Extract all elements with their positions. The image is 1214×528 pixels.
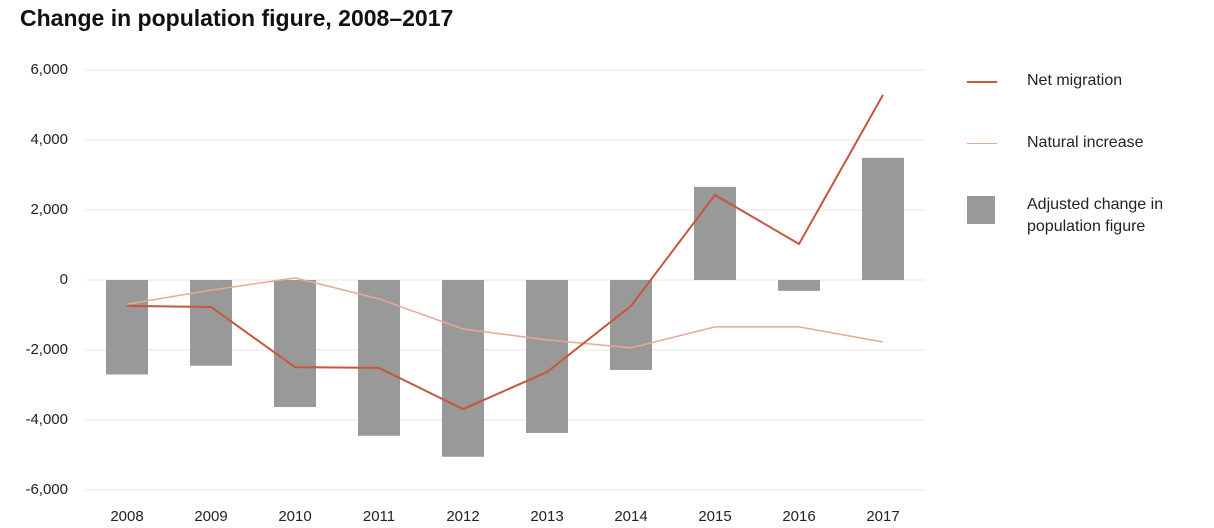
x-tick-label: 2012 [446,508,479,525]
bar [526,280,568,433]
line [126,277,884,349]
legend-label: Adjusted change in population figure [1027,196,1164,235]
legend: Net migration Natural increase Adjusted ch… [965,70,1205,256]
bar [442,280,484,457]
y-tick-label: 6,000 [30,61,68,78]
y-tick-label: 0 [60,271,68,288]
legend-swatch [967,143,997,144]
x-tick-label: 2009 [194,508,227,525]
legend-item: Natural increase [965,132,1205,194]
x-tick-label: 2011 [363,508,395,525]
chart-title: Change in population figure, 2008–2017 [20,5,453,31]
legend-swatch [967,81,997,83]
legend-label: Net migration [1027,72,1123,89]
bar [694,186,736,280]
y-tick-label: -6,000 [25,481,68,498]
x-tick-label: 2013 [530,508,563,525]
x-tick-label: 2015 [698,508,731,525]
bar [190,280,232,366]
bar [862,157,904,280]
y-tick-label: -4,000 [25,411,68,428]
x-tick-label: 2008 [110,508,143,525]
legend-item: Net migration [965,70,1205,132]
bar [610,280,652,370]
x-tick-label: 2010 [278,508,311,525]
bar [358,280,400,436]
legend-swatch [967,196,995,224]
x-tick-label: 2017 [866,508,899,525]
chart: Change in population figure, 2008–2017 -… [20,5,925,525]
y-tick-label: -2,000 [25,341,68,358]
line [126,94,884,411]
y-tick-label: 4,000 [30,131,68,148]
legend-label: Natural increase [1027,134,1144,151]
x-tick-label: 2014 [614,508,647,525]
legend-item: Adjusted change in population figure [965,194,1205,256]
y-tick-label: 2,000 [30,201,68,218]
x-tick-label: 2016 [782,508,815,525]
bar [274,280,316,408]
bar [106,280,148,375]
bar [778,280,820,291]
